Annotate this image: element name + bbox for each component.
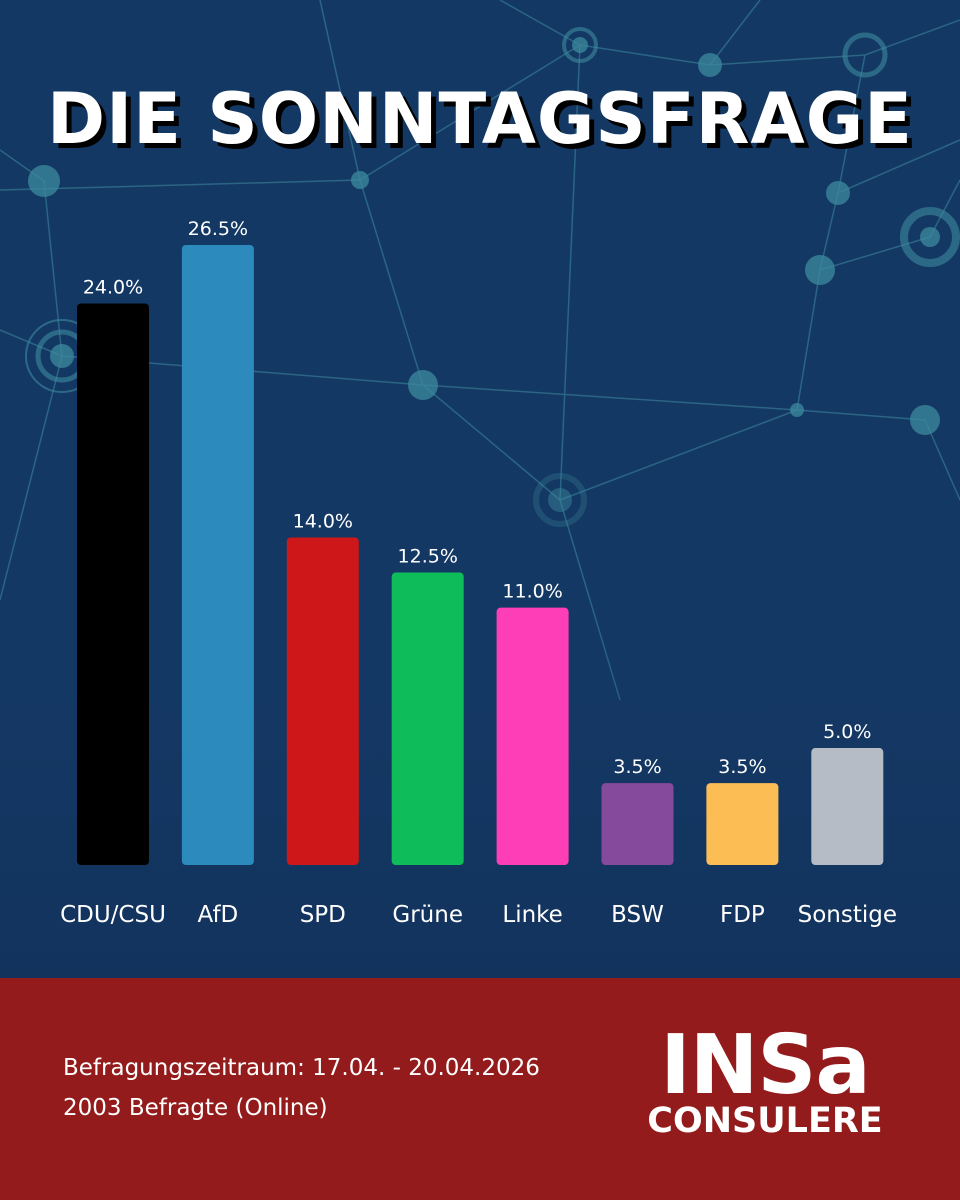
value-label-bsw: 3.5% <box>613 756 661 778</box>
value-label-fdp: 3.5% <box>718 756 766 778</box>
value-label-linke: 11.0% <box>502 581 562 603</box>
bar-fdp <box>706 783 779 865</box>
value-label-spd: 14.0% <box>293 510 353 532</box>
bar-spd <box>286 537 359 865</box>
bar-cdu-csu <box>77 303 149 865</box>
footer-band <box>0 978 960 1200</box>
value-label-gr-ne: 12.5% <box>398 546 458 568</box>
bar-linke <box>496 607 569 865</box>
survey-period: Befragungszeitraum: 17.04. - 20.04.2026 <box>63 1055 540 1081</box>
bar-chart: 24.0% CDU/CSU 26.5% AfD 14.0% SPD 12.5% Grüne 11… <box>60 218 897 928</box>
bar-gr-ne <box>391 572 464 865</box>
value-label-afd: 26.5% <box>188 218 248 240</box>
category-label-bsw: BSW <box>611 902 664 928</box>
category-label-fdp: FDP <box>720 902 765 928</box>
bar-bsw <box>601 783 674 865</box>
logo-wordmark: INSa <box>660 1018 871 1113</box>
category-label-afd: AfD <box>198 902 239 928</box>
value-label-cdu-csu: 24.0% <box>83 276 143 298</box>
category-label-sonstige: Sonstige <box>798 902 897 928</box>
value-label-sonstige: 5.0% <box>823 721 871 743</box>
page-title: DIE SONNTAGSFRAGE <box>47 78 913 160</box>
insa-logo: INSa CONSULERE <box>630 1025 900 1145</box>
bar-sonstige <box>811 748 884 865</box>
network-background <box>0 0 960 980</box>
respondent-count: 2003 Befragte (Online) <box>63 1095 328 1121</box>
category-label-linke: Linke <box>502 902 562 928</box>
category-label-cdu-csu: CDU/CSU <box>60 902 166 928</box>
category-label-gr-ne: Grüne <box>392 902 463 928</box>
logo-subtitle: CONSULERE <box>647 1101 883 1141</box>
bar-afd <box>181 245 254 865</box>
category-label-spd: SPD <box>300 902 346 928</box>
